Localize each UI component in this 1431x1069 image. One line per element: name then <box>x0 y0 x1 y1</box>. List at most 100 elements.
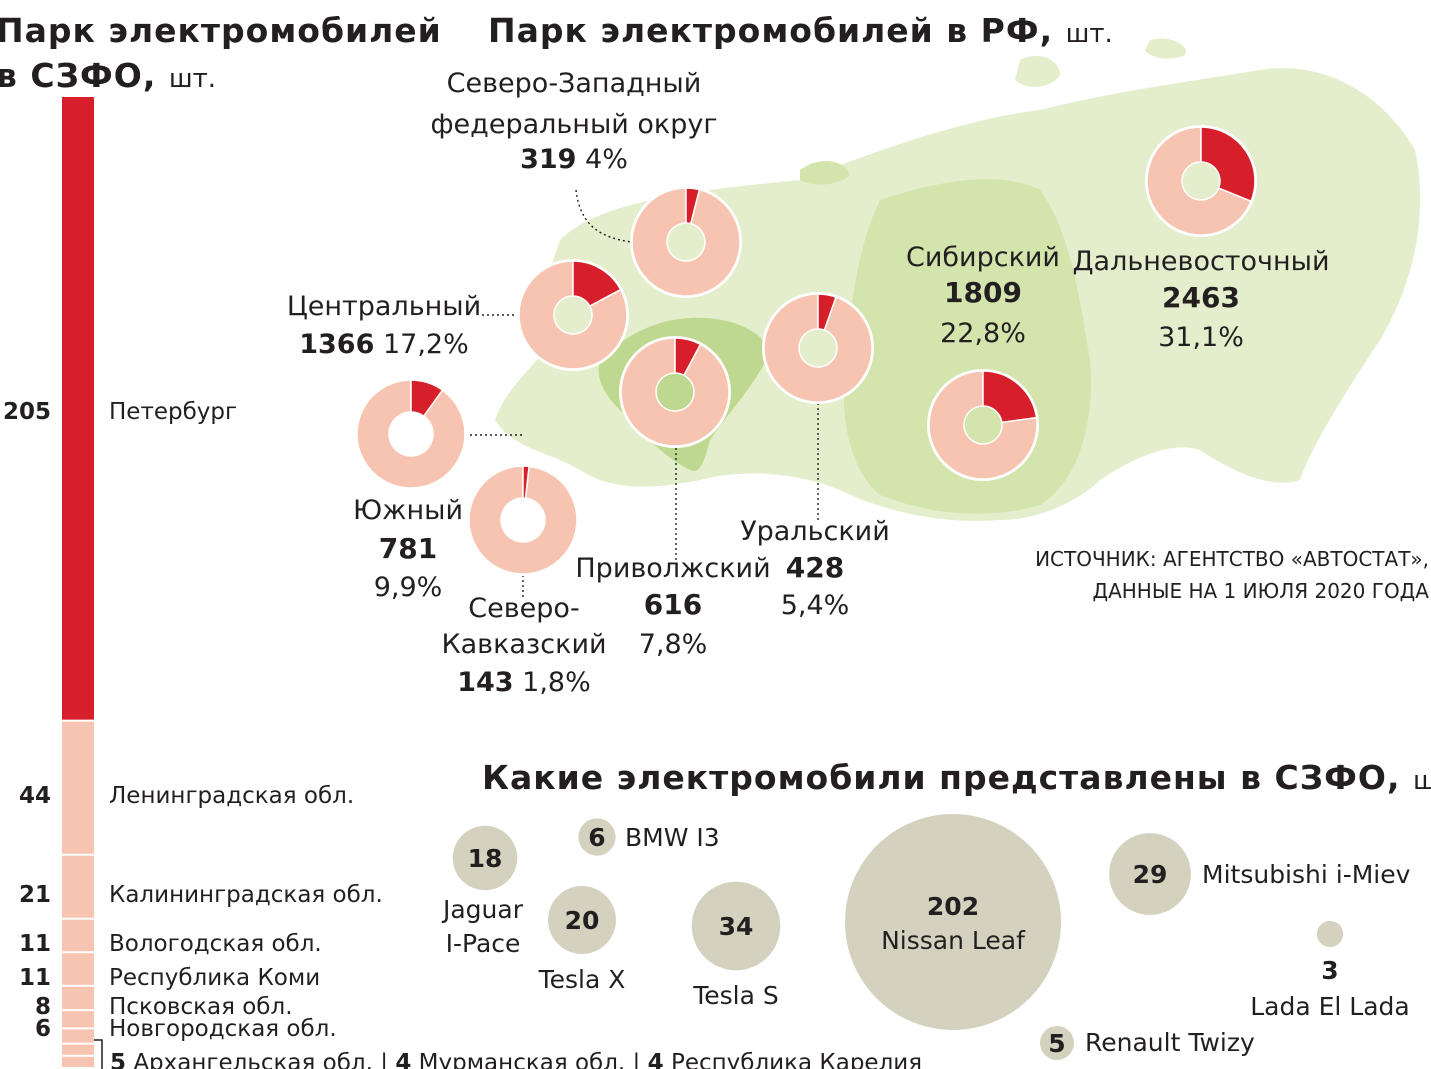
models-title-unit: шт. <box>1412 766 1431 796</box>
bar-value: 11 <box>19 931 51 957</box>
bubble-name: Tesla X <box>538 965 626 994</box>
donut-share-segment <box>817 293 837 332</box>
szfo-title-line2: в СЗФО, <box>0 55 157 95</box>
bubble-2: 6 BMW I3 <box>578 818 720 856</box>
bubble-circle <box>1040 1026 1074 1060</box>
bar-value: 21 <box>19 882 51 908</box>
donut-rest-segment <box>928 370 1038 480</box>
region-share: 7,8% <box>639 629 708 660</box>
bubble-3: 20 Tesla X <box>538 886 626 994</box>
donut-rest-segment <box>631 187 741 297</box>
donut-share-segment <box>572 260 622 308</box>
bubble-value: 6 <box>588 823 605 852</box>
bubble-name: Jaguar <box>441 895 524 924</box>
bar-value: 205 <box>3 399 51 425</box>
bubble-value: 34 <box>719 912 754 941</box>
region-share: 22,8% <box>940 318 1026 349</box>
donut-outline <box>355 378 467 490</box>
bar-segment <box>62 855 94 918</box>
region-name: Южный <box>353 495 463 526</box>
bubble-value: 20 <box>565 906 600 935</box>
donut-label-4: Северо- Кавказский 143 1,8% <box>441 593 606 698</box>
region-value: 428 <box>786 551 844 584</box>
bar-value: 6 <box>35 1016 51 1042</box>
bubble-value: 29 <box>1133 860 1168 889</box>
bubble-4: 34 Tesla S <box>691 881 781 1010</box>
region-name: Северо- <box>468 593 579 624</box>
bubble-6: 29 Mitsubishi i-Miev <box>1109 833 1411 915</box>
bubble-circle <box>452 825 518 891</box>
region-name: Северо-Западный <box>447 68 702 99</box>
donut-rest-segment <box>518 260 628 370</box>
region-value-share: 1366 17,2% <box>299 329 469 360</box>
szfo-title: Парк электромобилей в СЗФО, шт. <box>0 13 442 95</box>
bar-value: 44 <box>19 783 51 809</box>
bubble-7: 3 Lada El Lada <box>1250 920 1410 1021</box>
bar-segment <box>62 919 94 952</box>
bubble-1: 18 Jaguar I-Pace <box>441 825 524 958</box>
bubble-circle <box>578 818 616 856</box>
donut-outline <box>630 186 742 298</box>
donut-outline <box>619 336 731 448</box>
map-island-1 <box>1015 55 1060 87</box>
region-value: 616 <box>644 588 702 621</box>
donut-label-2: Центральный 1366 17,2% <box>287 291 481 360</box>
donut-share-segment <box>982 370 1038 424</box>
region-value: 781 <box>379 532 437 565</box>
bar-label: Ленинградская обл. <box>109 783 354 809</box>
donut-2 <box>517 259 629 371</box>
region-name: Центральный <box>287 291 481 322</box>
region-name: Сибирский <box>906 242 1060 273</box>
region-share: 31,1% <box>1158 322 1244 353</box>
bar-label: Вологодская обл. <box>109 931 322 957</box>
donut-outline <box>1145 125 1257 237</box>
donut-rest-segment <box>763 293 873 403</box>
bubble-name: Lada El Lada <box>1250 992 1410 1021</box>
bubble-circle <box>845 814 1061 1030</box>
bar-label: Новгородская обл. <box>109 1016 337 1042</box>
bubble-name: Mitsubishi i-Miev <box>1202 860 1411 889</box>
region-share: 9,9% <box>374 572 443 603</box>
models-bubbles: 18 Jaguar I-Pace 6 BMW I3 20 Tesla X 34 Tesla S 2… <box>441 814 1411 1060</box>
bubble-value: 5 <box>1048 1029 1065 1058</box>
donut-6 <box>762 292 874 404</box>
bubble-5: 202 Nissan Leaf <box>845 814 1061 1030</box>
bar-label: Республика Коми <box>109 965 320 991</box>
region-donuts: Северо-Западный федеральный округ 319 4% Це… <box>287 68 1330 698</box>
donut-share-segment <box>522 465 530 499</box>
donut-label-3: Южный 781 9,9% <box>353 495 463 603</box>
donut-7 <box>927 369 1039 481</box>
donut-outline <box>927 369 1039 481</box>
bar-bracket <box>94 1039 103 1069</box>
map-island-2 <box>1145 38 1186 59</box>
donut-rest-segment <box>468 465 578 575</box>
leader-lines <box>465 189 819 600</box>
bar-segment <box>62 97 94 720</box>
bar-small-regions: 5 Архангельская обл. | 4 Мурманская обл.… <box>110 1050 922 1069</box>
bar-segment <box>62 721 94 854</box>
bubble-value: 202 <box>927 892 979 921</box>
models-title: Какие электромобили представлены в СЗФО,… <box>482 760 1431 796</box>
bubble-circle <box>1109 833 1191 915</box>
map-island-3 <box>800 160 850 185</box>
region-name: Кавказский <box>441 629 606 660</box>
donut-5 <box>619 336 731 448</box>
szfo-title-unit: шт. <box>168 63 217 94</box>
region-share: 5,4% <box>781 590 850 621</box>
bubble-name: BMW I3 <box>625 823 720 852</box>
bar-segment <box>62 1044 94 1055</box>
rf-title-unit: шт. <box>1065 19 1113 49</box>
bubble-circle <box>691 881 781 971</box>
bubble-circle <box>548 886 616 954</box>
region-name: Дальневосточный <box>1072 246 1329 277</box>
bar-label: Псковская обл. <box>109 994 293 1020</box>
bar-value: 8 <box>35 994 51 1020</box>
donut-rest-segment <box>1146 126 1253 236</box>
bubble-value: 3 <box>1321 956 1338 985</box>
bubble-name: Tesla S <box>692 981 779 1010</box>
region-name: федеральный округ <box>430 109 717 140</box>
donut-share-segment <box>674 337 702 377</box>
region-name: Приволжский <box>575 553 770 584</box>
bar-value: 11 <box>19 965 51 991</box>
